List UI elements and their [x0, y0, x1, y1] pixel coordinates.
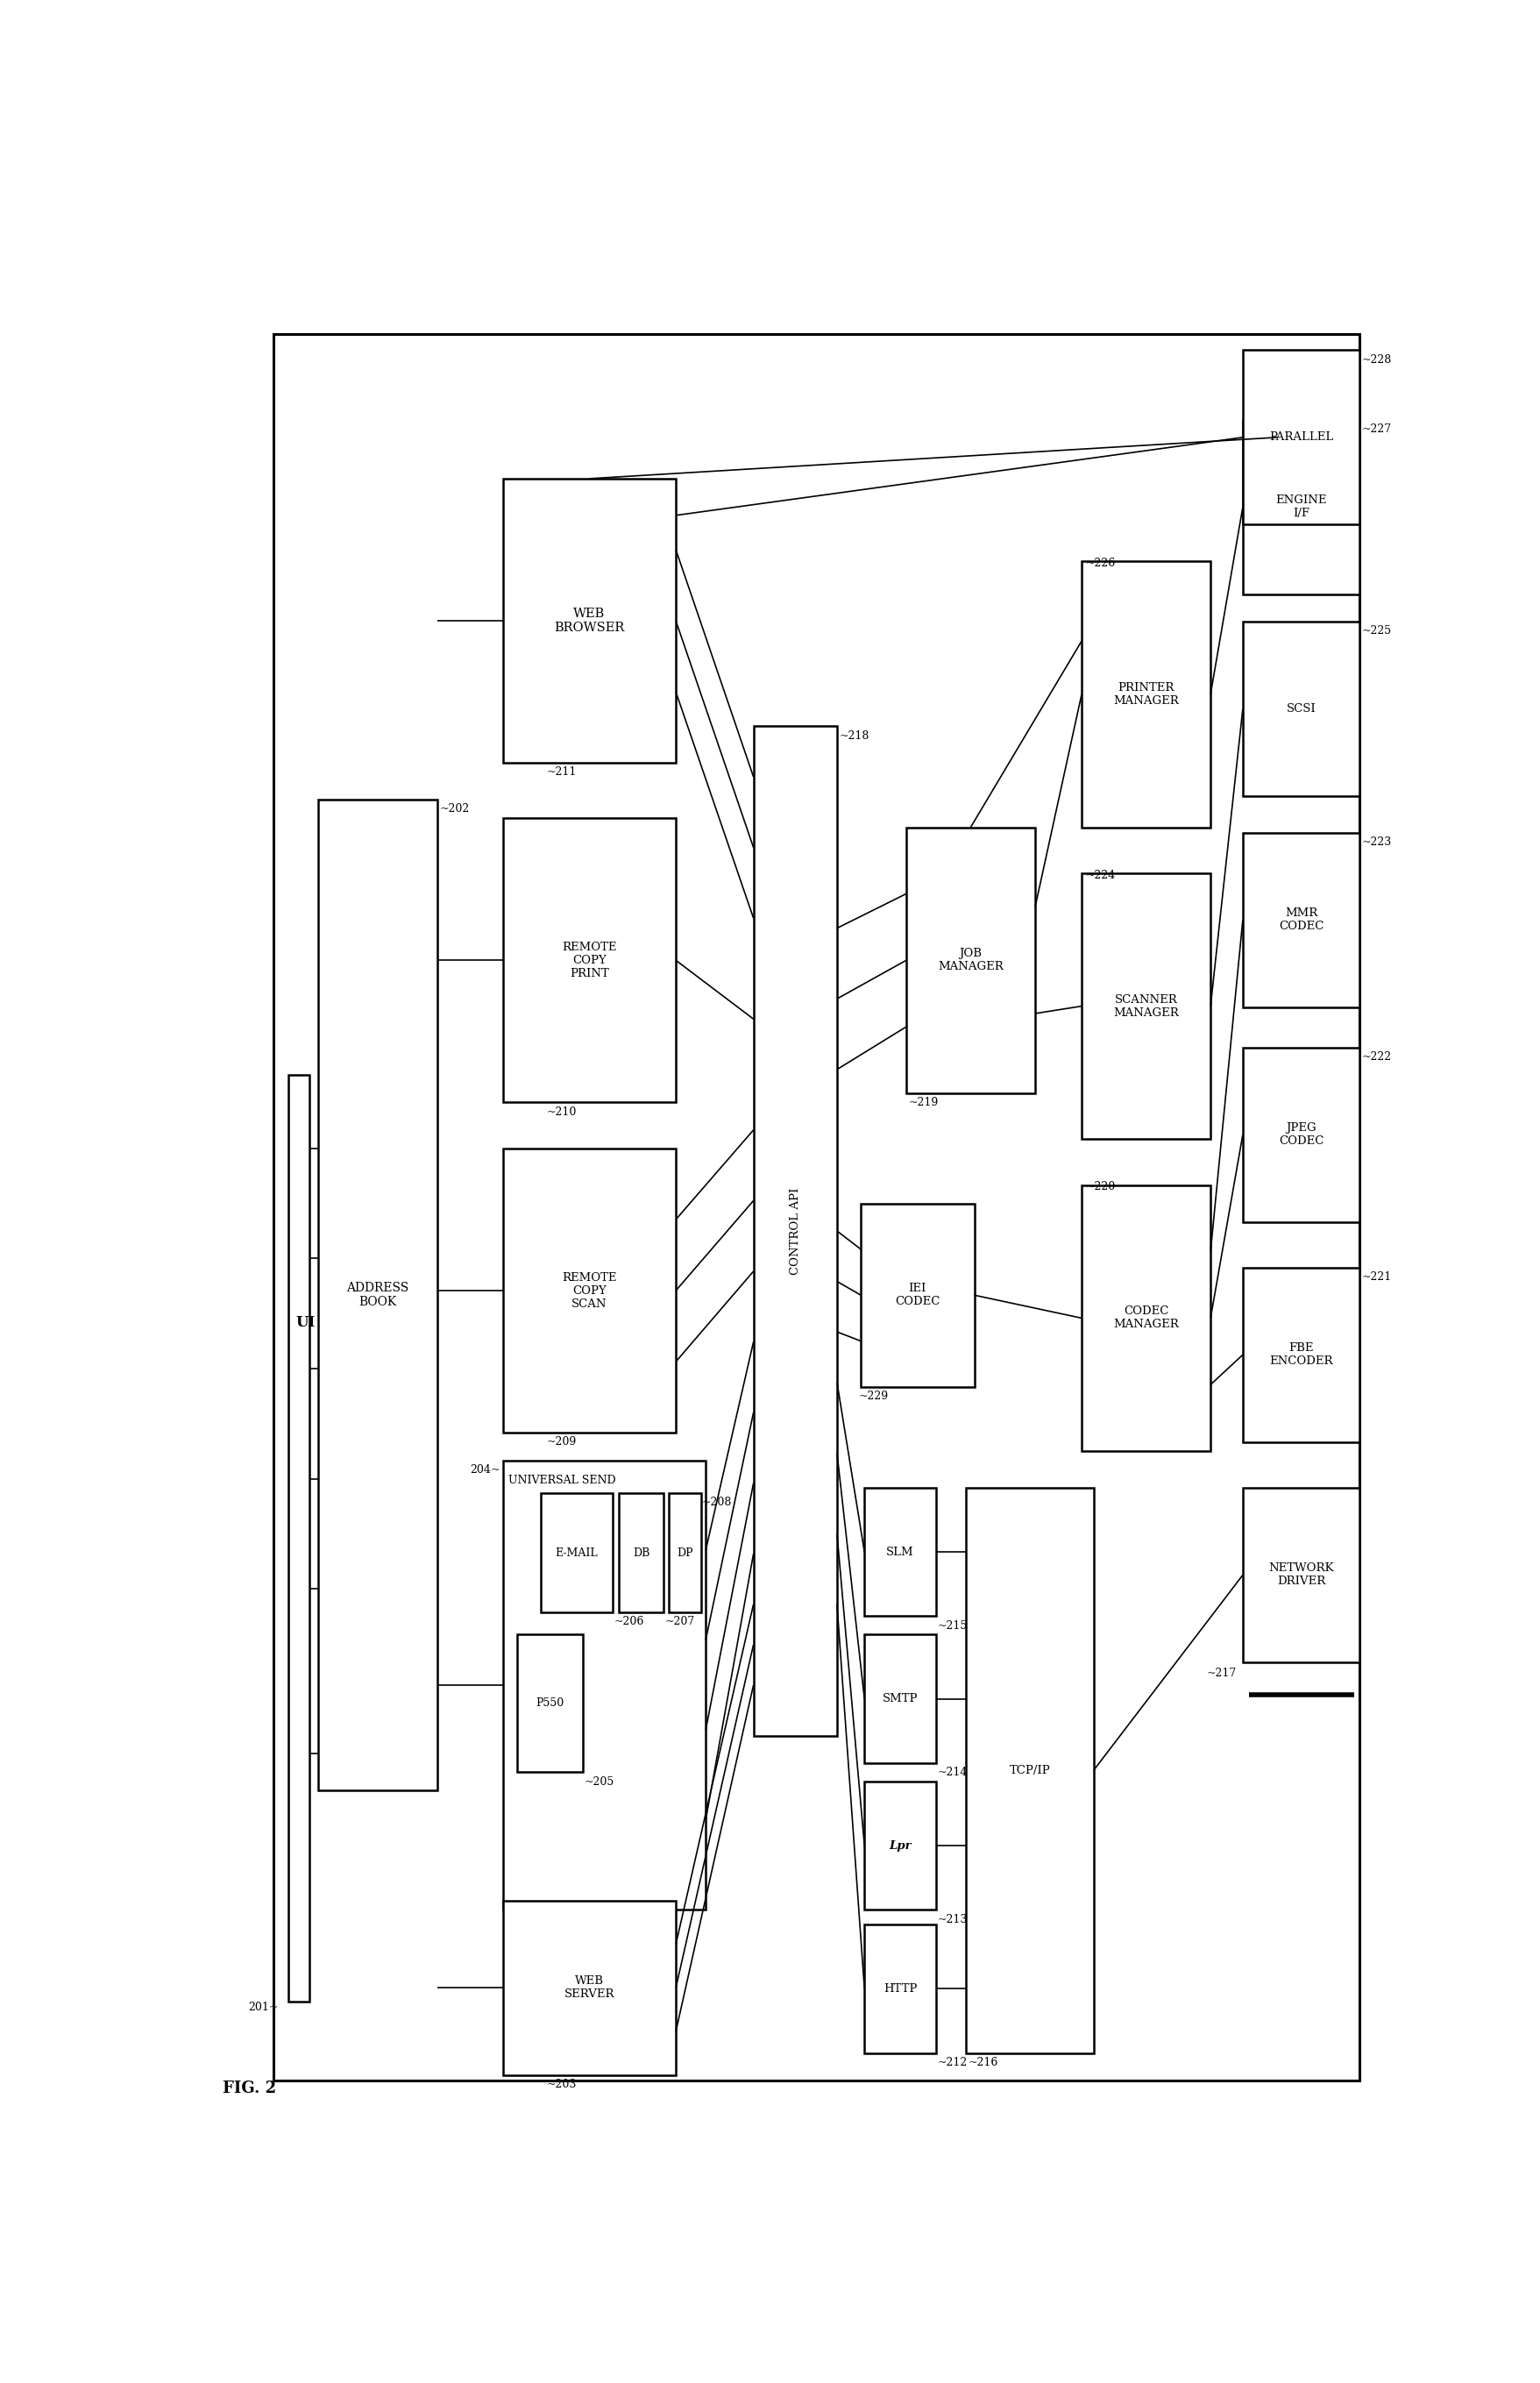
Text: 201~: 201~	[248, 2002, 279, 2014]
Bar	[668, 1494, 701, 1613]
Bar	[502, 817, 676, 1103]
Text: ~227: ~227	[1361, 424, 1392, 436]
Text: SLM: SLM	[887, 1547, 915, 1558]
Text: UI: UI	[296, 1315, 316, 1330]
Text: E-MAIL: E-MAIL	[556, 1547, 598, 1558]
Bar	[864, 1925, 936, 2054]
Text: REMOTE
COPY
SCAN: REMOTE COPY SCAN	[562, 1273, 616, 1308]
Text: ~219: ~219	[909, 1096, 938, 1108]
Text: ~225: ~225	[1361, 624, 1392, 636]
Text: ~224: ~224	[1086, 870, 1115, 882]
Text: ~210: ~210	[547, 1106, 578, 1118]
Bar	[1243, 832, 1360, 1008]
Text: ~202: ~202	[439, 803, 470, 815]
Text: PARALLEL: PARALLEL	[1269, 431, 1334, 443]
Text: CODEC
MANAGER: CODEC MANAGER	[1113, 1306, 1178, 1330]
Text: ~206: ~206	[614, 1616, 644, 1628]
Bar	[502, 479, 676, 763]
Bar	[906, 827, 1035, 1094]
Text: Lpr: Lpr	[889, 1840, 912, 1852]
Text: SCSI: SCSI	[1286, 703, 1317, 715]
Bar	[1081, 872, 1210, 1139]
Text: ~207: ~207	[665, 1616, 695, 1628]
Bar	[1081, 560, 1210, 827]
Text: FBE
ENCODER: FBE ENCODER	[1269, 1342, 1334, 1368]
Text: ~226: ~226	[1086, 558, 1115, 570]
Text: HTTP: HTTP	[884, 1983, 916, 1995]
Text: ~216: ~216	[969, 2057, 998, 2068]
Text: ~212: ~212	[938, 2057, 967, 2068]
Bar	[502, 1902, 676, 2076]
Text: ~211: ~211	[547, 767, 578, 779]
Text: ~229: ~229	[858, 1392, 889, 1401]
Text: CONTROL API: CONTROL API	[790, 1187, 801, 1275]
Text: ~205: ~205	[584, 1775, 614, 1787]
Text: REMOTE
COPY
PRINT: REMOTE COPY PRINT	[562, 941, 616, 979]
Bar	[502, 1461, 705, 1909]
Text: ADDRESS
BOOK: ADDRESS BOOK	[346, 1282, 408, 1308]
Text: ~228: ~228	[1361, 353, 1392, 365]
Bar	[1243, 1268, 1360, 1442]
Bar	[502, 1149, 676, 1432]
Text: FIG. 2: FIG. 2	[222, 2080, 276, 2097]
Text: ~203: ~203	[547, 2078, 578, 2090]
Text: ~214: ~214	[938, 1766, 967, 1778]
Bar	[1243, 350, 1360, 524]
Text: IEI
CODEC: IEI CODEC	[895, 1282, 939, 1308]
Text: WEB
BROWSER: WEB BROWSER	[554, 608, 625, 634]
Text: DP: DP	[676, 1547, 693, 1558]
Text: SMTP: SMTP	[882, 1694, 918, 1704]
Text: DB: DB	[633, 1547, 650, 1558]
Bar	[864, 1635, 936, 1763]
Bar	[1243, 1487, 1360, 1663]
Text: TCP/IP: TCP/IP	[1009, 1766, 1050, 1775]
Text: ~209: ~209	[547, 1437, 578, 1449]
Bar	[619, 1494, 664, 1613]
Text: NETWORK
DRIVER: NETWORK DRIVER	[1269, 1563, 1334, 1587]
Text: WEB
SERVER: WEB SERVER	[564, 1976, 614, 1999]
Text: ~213: ~213	[938, 1914, 967, 1925]
Text: JPEG
CODEC: JPEG CODEC	[1278, 1122, 1324, 1146]
Text: ~220: ~220	[1086, 1182, 1115, 1194]
Text: UNIVERSAL SEND: UNIVERSAL SEND	[508, 1475, 616, 1487]
Text: ~223: ~223	[1361, 836, 1392, 848]
Text: ~221: ~221	[1361, 1270, 1392, 1282]
Bar	[541, 1494, 613, 1613]
Text: ~222: ~222	[1361, 1051, 1392, 1063]
Bar	[864, 1487, 936, 1616]
Text: ENGINE
I/F: ENGINE I/F	[1275, 496, 1327, 519]
Bar	[861, 1203, 975, 1387]
Bar	[966, 1487, 1093, 2054]
Text: ~208: ~208	[702, 1497, 731, 1508]
Bar	[1243, 419, 1360, 593]
Text: P550: P550	[536, 1697, 564, 1709]
Bar	[317, 801, 437, 1790]
Bar	[1243, 622, 1360, 796]
Text: ~217: ~217	[1207, 1668, 1237, 1680]
Bar	[1243, 1049, 1360, 1222]
Text: ~215: ~215	[938, 1620, 967, 1632]
Text: JOB
MANAGER: JOB MANAGER	[938, 948, 1004, 972]
Bar	[517, 1635, 582, 1773]
Bar	[864, 1782, 936, 1909]
Text: PRINTER
MANAGER: PRINTER MANAGER	[1113, 682, 1178, 705]
Text: MMR
CODEC: MMR CODEC	[1278, 908, 1324, 932]
Text: 204~: 204~	[470, 1463, 500, 1475]
Bar	[1081, 1184, 1210, 1451]
Text: SCANNER
MANAGER: SCANNER MANAGER	[1113, 994, 1178, 1018]
Bar	[288, 1075, 310, 2002]
Bar	[753, 727, 838, 1735]
Text: ~218: ~218	[839, 729, 870, 741]
